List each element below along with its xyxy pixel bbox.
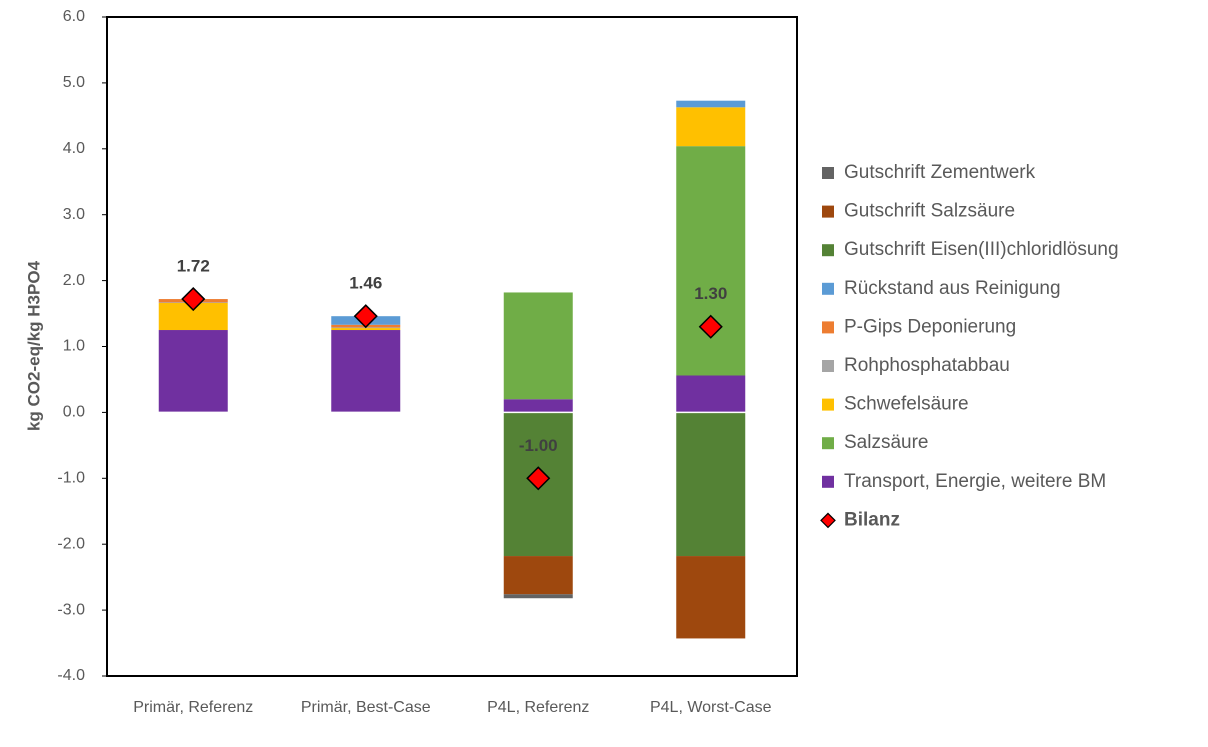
legend-label: Schwefelsäure xyxy=(844,394,969,415)
bar-segment xyxy=(503,292,573,400)
y-tick-label: -1.0 xyxy=(57,470,85,487)
x-tick-label: Primär, Referenz xyxy=(133,699,254,716)
legend-label: Rohphosphatabbau xyxy=(844,355,1010,376)
legend-label: Salzsäure xyxy=(844,432,929,453)
bar-segment xyxy=(676,100,746,108)
legend-swatch xyxy=(822,321,834,334)
bilanz-marker xyxy=(181,286,206,312)
legend-label: P-Gips Deponierung xyxy=(844,316,1016,337)
bar-segment xyxy=(503,399,573,413)
bar-segment xyxy=(676,556,746,639)
legend-label: Gutschrift Zementwerk xyxy=(844,162,1036,183)
legend-label: Rückstand aus Reinigung xyxy=(844,278,1061,299)
legend-swatch xyxy=(820,512,836,529)
x-tick-label: P4L, Referenz xyxy=(487,699,590,716)
legend-label: Bilanz xyxy=(844,509,900,530)
data-label: 1.46 xyxy=(349,274,382,293)
bar-segment xyxy=(676,375,746,413)
x-tick-label: Primär, Best-Case xyxy=(300,699,431,716)
bar-segment xyxy=(676,107,746,147)
legend-swatch xyxy=(822,244,834,257)
legend-swatch xyxy=(822,282,834,295)
legend-swatch xyxy=(822,360,834,372)
legend-swatch xyxy=(822,205,834,218)
bilanz-marker xyxy=(526,466,551,491)
bar-segment xyxy=(503,594,573,599)
plot-border xyxy=(106,16,798,677)
bilanz-marker xyxy=(698,314,723,339)
legend-swatch xyxy=(822,398,834,411)
bar-segment xyxy=(676,412,746,557)
y-tick-label: -2.0 xyxy=(57,535,85,552)
bar-segment xyxy=(503,556,573,595)
y-tick-label: 0.0 xyxy=(63,404,85,421)
y-tick-label: 4.0 xyxy=(63,140,85,157)
legend-swatch xyxy=(822,167,834,179)
legend-swatch xyxy=(822,475,834,488)
data-label: 1.30 xyxy=(694,284,727,303)
y-tick-label: 5.0 xyxy=(63,74,85,91)
legend-label: Gutschrift Salzsäure xyxy=(844,201,1015,222)
y-tick-label: 2.0 xyxy=(63,272,85,289)
bar-segment xyxy=(158,330,228,413)
bar-segment xyxy=(331,330,401,413)
data-label: 1.72 xyxy=(177,257,210,276)
legend-swatch xyxy=(822,437,834,450)
x-tick-label: P4L, Worst-Case xyxy=(649,699,772,716)
legend-label: Gutschrift Eisen(III)chloridlösung xyxy=(844,239,1119,260)
y-tick-label: 6.0 xyxy=(63,8,85,25)
y-tick-label: 1.0 xyxy=(63,338,85,355)
legend-label: Transport, Energie, weitere BM xyxy=(844,471,1106,492)
bar-segment xyxy=(676,146,746,376)
y-tick-label: 3.0 xyxy=(63,206,85,223)
y-tick-label: -3.0 xyxy=(57,601,85,618)
bilanz-marker xyxy=(353,304,378,329)
data-label: -1.00 xyxy=(519,436,558,455)
y-axis-title: kg CO2-eq/kg H3PO4 xyxy=(24,260,43,431)
bar-segment xyxy=(331,328,401,331)
y-tick-label: -4.0 xyxy=(57,667,85,684)
